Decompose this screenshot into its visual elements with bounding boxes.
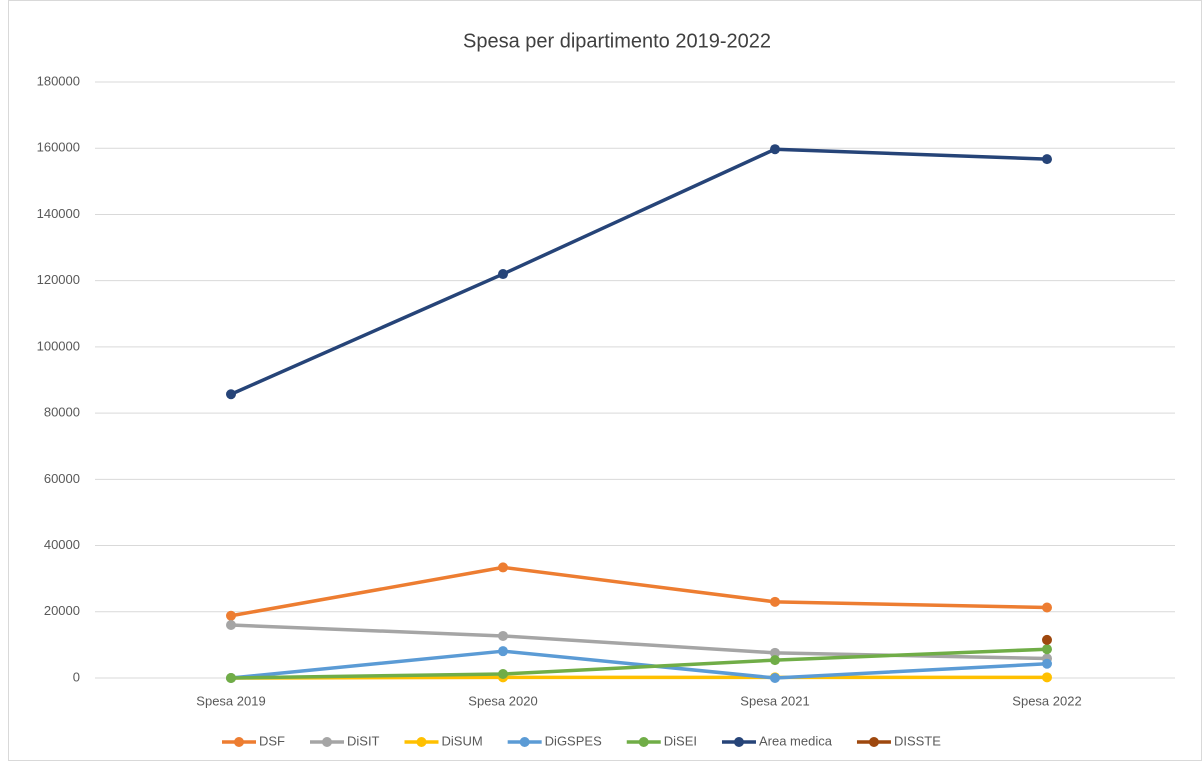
series-marker	[770, 144, 780, 155]
series-marker	[1042, 672, 1052, 683]
series-marker	[1042, 634, 1052, 645]
y-tick-label: 180000	[37, 73, 80, 88]
series-marker	[226, 620, 236, 631]
series-marker	[1042, 658, 1052, 669]
series-line	[229, 649, 1049, 680]
y-tick-label: 100000	[37, 338, 80, 353]
legend-marker	[234, 737, 244, 747]
series-marker	[770, 596, 780, 607]
legend-label: DiSUM	[442, 733, 483, 748]
x-tick-label: Spesa 2019	[196, 693, 265, 708]
y-tick-label: 120000	[37, 272, 80, 287]
chart-border	[8, 0, 1202, 761]
series-marker	[498, 269, 508, 280]
series-line	[229, 647, 1049, 680]
legend-label: Area medica	[759, 733, 833, 748]
chart-title: Spesa per dipartimento 2019-2022	[463, 30, 771, 52]
legend-marker	[638, 737, 649, 747]
series-marker	[498, 669, 508, 680]
x-tick-label: Spesa 2020	[468, 693, 537, 708]
legend-label: DiSEI	[664, 733, 697, 748]
series-line	[229, 565, 1049, 618]
legend-label: DiGSPES	[545, 733, 602, 748]
series-marker	[498, 630, 508, 641]
y-tick-label: 40000	[44, 537, 80, 552]
legend-marker	[733, 737, 744, 747]
series-marker	[226, 389, 236, 400]
legend-label: DiSIT	[347, 733, 380, 748]
y-tick-label: 20000	[44, 603, 80, 618]
y-tick-label: 160000	[37, 140, 80, 155]
series-marker	[1042, 644, 1052, 655]
series-marker	[1042, 154, 1052, 165]
y-tick-label: 140000	[37, 206, 80, 221]
series-line	[229, 147, 1049, 396]
x-tick-label: Spesa 2022	[1012, 693, 1081, 708]
series-marker	[226, 610, 236, 621]
y-tick-label: 80000	[44, 405, 80, 420]
legend-label: DISSTE	[894, 733, 941, 748]
series-marker	[770, 673, 780, 683]
y-tick-label: 0	[73, 669, 80, 684]
legend-marker	[868, 737, 879, 747]
series-marker	[770, 655, 780, 666]
legend-label: DSF	[259, 733, 285, 748]
series-marker	[226, 673, 236, 683]
series-marker	[770, 647, 780, 658]
series-marker	[498, 646, 508, 657]
series-marker	[498, 562, 508, 573]
legend-marker	[519, 737, 530, 747]
legend-marker	[322, 737, 332, 747]
x-tick-label: Spesa 2021	[740, 693, 809, 708]
y-tick-label: 60000	[44, 471, 80, 486]
series-marker	[1042, 602, 1052, 613]
legend-marker	[416, 737, 427, 747]
